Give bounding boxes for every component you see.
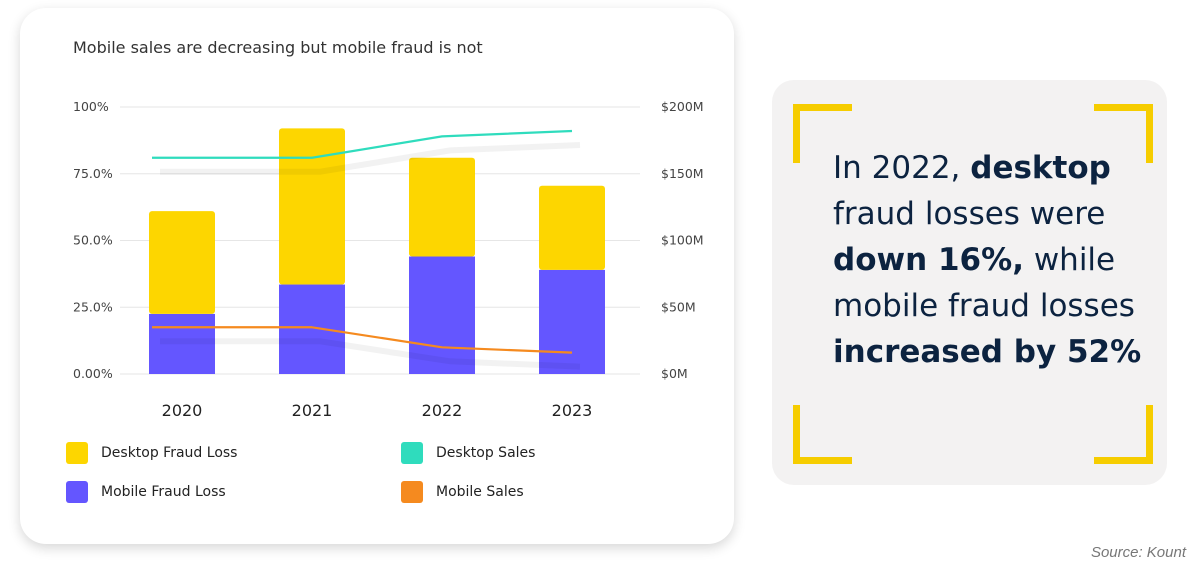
legend-swatch bbox=[66, 481, 88, 503]
x-tick-label: 2021 bbox=[292, 401, 333, 420]
y-right-tick-label: $0M bbox=[661, 366, 688, 381]
legend-swatch bbox=[401, 481, 423, 503]
callout-highlight: down 16%, bbox=[833, 242, 1024, 278]
legend-swatch bbox=[401, 442, 423, 464]
legend-label: Mobile Fraud Loss bbox=[101, 484, 226, 500]
y-left-tick-label: 0.00% bbox=[73, 366, 113, 381]
bar-desktop-fraud-loss bbox=[409, 157, 475, 257]
bar-desktop-fraud-loss bbox=[149, 211, 215, 314]
callout-highlight: increased by 52% bbox=[833, 334, 1142, 370]
bar-mobile-fraud-loss bbox=[279, 284, 345, 374]
legend-label: Mobile Sales bbox=[436, 484, 524, 500]
bracket-corner-bottom-right bbox=[1094, 405, 1153, 464]
line-desktop-sales bbox=[152, 129, 573, 159]
callout-panel bbox=[772, 80, 1167, 485]
bracket-corner-top-left bbox=[793, 104, 852, 163]
x-tick-label: 2022 bbox=[422, 401, 463, 420]
bracket-corner-bottom-left bbox=[793, 405, 852, 464]
legend-swatch bbox=[66, 442, 88, 464]
y-right-tick-label: $200M bbox=[661, 99, 704, 114]
line-shadow-desktop-sales bbox=[160, 142, 581, 175]
callout-text-part: In 2022, bbox=[833, 150, 971, 186]
y-left-tick-label: 50.0% bbox=[73, 233, 113, 248]
chart-plot: 0.00% 25.0% 50.0% 75.0% 100% $0M $50M $100M $150… bbox=[73, 99, 704, 420]
line-shadow-mobile-sales bbox=[160, 338, 581, 370]
y-left-tick-label: 100% bbox=[73, 99, 109, 114]
bracket-corner-top-right bbox=[1094, 104, 1153, 163]
bar-desktop-fraud-loss bbox=[279, 128, 345, 285]
chart-card bbox=[20, 8, 734, 544]
x-tick-label: 2023 bbox=[552, 401, 593, 420]
y-left-tick-label: 25.0% bbox=[73, 299, 113, 314]
bar-mobile-fraud-loss bbox=[149, 313, 215, 374]
y-right-tick-label: $150M bbox=[661, 166, 704, 181]
y-right-tick-label: $50M bbox=[661, 299, 696, 314]
legend-label: Desktop Sales bbox=[436, 445, 536, 461]
x-tick-label: 2020 bbox=[162, 401, 203, 420]
y-right-tick-label: $100M bbox=[661, 233, 704, 248]
callout-text-part: while mobile fraud losses bbox=[833, 242, 1135, 324]
y-left-tick-label: 75.0% bbox=[73, 166, 113, 181]
bar-mobile-fraud-loss bbox=[409, 256, 475, 374]
line-mobile-sales bbox=[152, 326, 573, 354]
bar-mobile-fraud-loss bbox=[539, 269, 605, 374]
callout-text: In 2022, desktop fraud losses were down … bbox=[833, 145, 1153, 375]
callout-highlight: desktop bbox=[970, 150, 1111, 186]
legend-label: Desktop Fraud Loss bbox=[101, 445, 238, 461]
chart-title: Mobile sales are decreasing but mobile f… bbox=[73, 38, 483, 57]
source-note: Source: Kount bbox=[1090, 544, 1186, 561]
bar-desktop-fraud-loss bbox=[539, 185, 605, 270]
callout-text-part: fraud losses were bbox=[833, 196, 1106, 232]
